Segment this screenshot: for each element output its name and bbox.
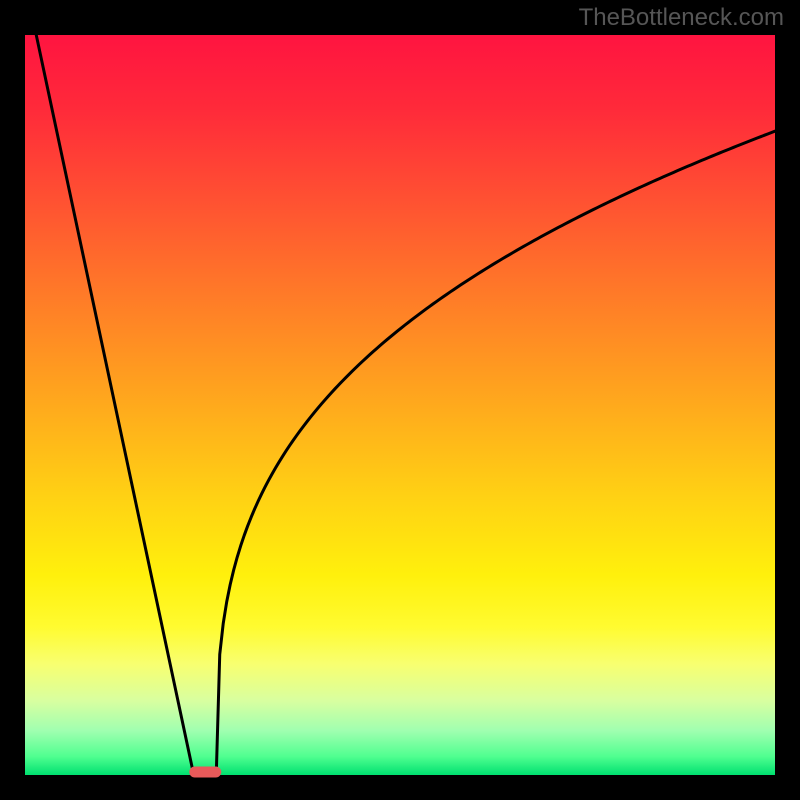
- plot-area: [25, 35, 775, 775]
- curves-layer: [25, 35, 775, 775]
- watermark-text: TheBottleneck.com: [579, 4, 784, 32]
- chart-container: TheBottleneck.com: [0, 0, 800, 800]
- curve-path: [36, 35, 194, 775]
- minimum-marker: [189, 766, 221, 777]
- curve-path: [216, 131, 775, 775]
